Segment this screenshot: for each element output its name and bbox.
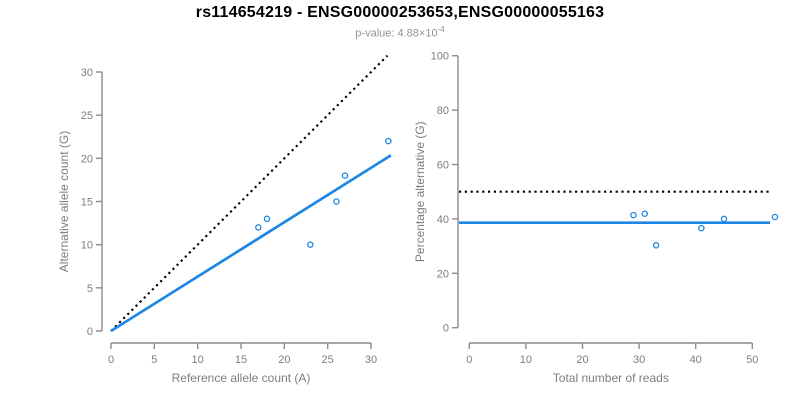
x-tick-label: 20 <box>278 354 290 366</box>
data-point <box>652 242 660 249</box>
y-axis-title: Alternative allele count (G) <box>57 131 71 272</box>
x-tick-label: 0 <box>108 354 114 366</box>
percentage-scatter: 0 10 20 30 40 50 0 20 40 60 80 100 Total number of r… <box>413 51 779 385</box>
y-tick-label: 80 <box>437 105 449 117</box>
figure-title: rs114654219 - ENSG00000253653,ENSG000000… <box>195 4 605 21</box>
x-tick-label: 10 <box>192 354 204 366</box>
y-tick-label: 25 <box>81 110 93 122</box>
data-point <box>263 215 271 223</box>
y-tick-label: 0 <box>443 323 449 335</box>
x-tick-label: 50 <box>746 354 758 366</box>
data-point <box>385 137 392 145</box>
y-tick-label: 20 <box>81 153 93 165</box>
x-axis-title: Reference allele count (A) <box>172 371 311 385</box>
data-point <box>341 172 349 179</box>
p-value-text: p-value: 4.88×10 <box>355 27 438 40</box>
y-tick-label: 60 <box>437 160 449 172</box>
x-tick-label: 40 <box>690 354 702 366</box>
y-tick-label: 40 <box>437 214 449 226</box>
x-tick-label: 10 <box>520 354 532 366</box>
y-tick-label: 5 <box>87 283 93 295</box>
x-tick-label: 15 <box>235 354 247 366</box>
data-point <box>698 224 705 232</box>
y-tick-label: 20 <box>437 268 449 280</box>
x-tick-label: 5 <box>151 354 157 366</box>
fit-line <box>110 154 392 333</box>
data-point <box>641 210 649 217</box>
x-tick-label: 30 <box>633 354 645 366</box>
data-point <box>630 211 637 219</box>
x-tick-label: 0 <box>466 354 472 366</box>
data-point <box>333 198 340 205</box>
y-tick-label: 15 <box>81 197 93 209</box>
data-point <box>307 241 314 248</box>
y-tick-label: 100 <box>431 51 449 63</box>
x-tick-label: 30 <box>365 354 377 366</box>
y-axis-title: Percentage alternative (G) <box>413 121 427 262</box>
y-tick-label: 0 <box>87 326 93 338</box>
data-point <box>720 215 728 223</box>
data-point <box>255 224 262 231</box>
allele-count-scatter: 0 5 10 15 20 25 30 0 5 10 15 20 25 30 Reference allele… <box>57 54 392 385</box>
p-value-label: p-value: 4.88×10-4 <box>0 25 800 40</box>
p-value-exponent: -4 <box>437 25 445 34</box>
x-axis-title: Total number of reads <box>553 371 669 385</box>
y-tick-label: 30 <box>81 67 93 79</box>
data-point <box>771 213 779 221</box>
x-tick-label: 25 <box>322 354 334 366</box>
x-tick-label: 20 <box>576 354 588 366</box>
y-tick-label: 10 <box>81 240 93 252</box>
identity-line <box>110 54 389 332</box>
